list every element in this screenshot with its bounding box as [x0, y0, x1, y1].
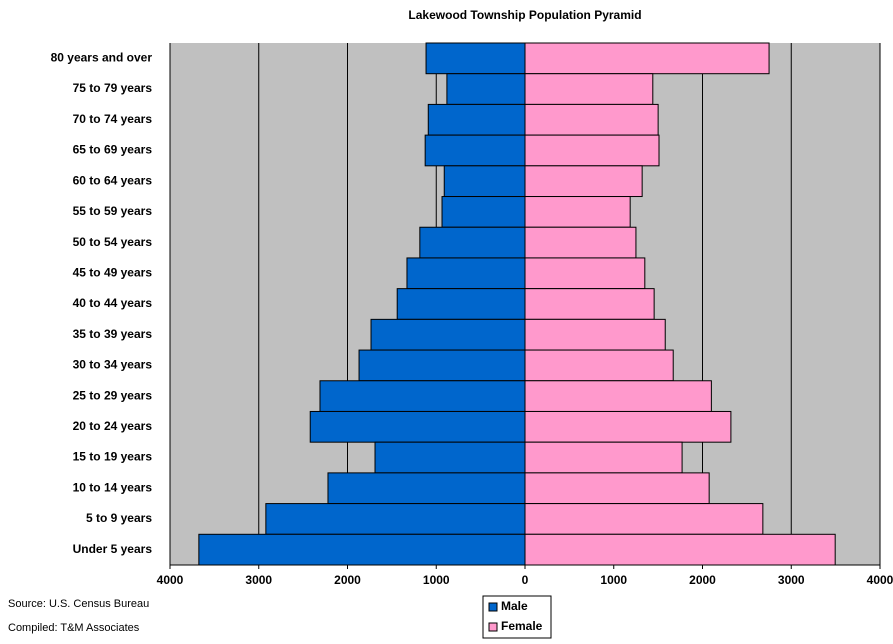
bar [441, 196, 526, 228]
y-tick-label: 45 to 49 years [73, 265, 153, 279]
bar [374, 441, 526, 474]
bar [524, 103, 659, 136]
y-tick-label: 60 to 64 years [73, 173, 153, 187]
y-tick-label: 5 to 9 years [86, 511, 152, 525]
x-tick-label: 3000 [778, 573, 805, 587]
y-tick-label: Under 5 years [73, 542, 153, 556]
bar [265, 503, 526, 535]
x-tick-label: 0 [522, 573, 529, 587]
y-tick-label: 65 to 69 years [73, 143, 153, 157]
x-tick-label: 3000 [245, 573, 272, 587]
bar [524, 503, 764, 535]
x-tick-label: 4000 [867, 573, 893, 587]
bar [524, 42, 770, 75]
legend-label: Male [501, 599, 528, 613]
bar [524, 410, 732, 443]
bar [424, 134, 526, 167]
legend-swatch [488, 602, 498, 612]
bar [524, 257, 646, 290]
bar [524, 533, 836, 566]
bar [319, 380, 526, 412]
bar [524, 134, 660, 167]
bar [427, 103, 526, 136]
bar [327, 472, 526, 505]
bar [524, 73, 654, 105]
y-tick-label: 15 to 19 years [73, 450, 153, 464]
y-tick-label: 75 to 79 years [73, 81, 153, 95]
compiled-note: Compiled: T&M Associates [8, 622, 140, 634]
bar [524, 226, 637, 259]
y-tick-label: 10 to 14 years [73, 480, 153, 494]
legend-label: Female [501, 619, 543, 633]
bar [524, 380, 712, 412]
bar [524, 288, 655, 320]
x-tick-label: 1000 [423, 573, 450, 587]
bar [524, 441, 683, 474]
bar [446, 73, 526, 105]
bar [524, 318, 666, 351]
y-tick-label: 40 to 44 years [73, 296, 153, 310]
bar [524, 472, 710, 505]
source-note: Source: U.S. Census Bureau [8, 598, 149, 610]
y-tick-label: 55 to 59 years [73, 204, 153, 218]
x-tick-label: 2000 [334, 573, 361, 587]
y-tick-label: 50 to 54 years [73, 235, 153, 249]
bar [309, 410, 526, 443]
bar [524, 349, 674, 382]
bar [419, 226, 526, 259]
y-tick-label: 25 to 29 years [73, 388, 153, 402]
y-tick-label: 70 to 74 years [73, 112, 153, 126]
x-tick-label: 1000 [600, 573, 627, 587]
x-tick-label: 4000 [157, 573, 184, 587]
bar [358, 349, 526, 382]
y-tick-label: 80 years and over [51, 51, 153, 65]
bar [370, 318, 526, 351]
bar [524, 196, 631, 228]
bar [198, 533, 526, 566]
x-tick-label: 2000 [689, 573, 716, 587]
y-tick-label: 35 to 39 years [73, 327, 153, 341]
bar [425, 42, 526, 75]
bar [406, 257, 526, 290]
bar [396, 288, 526, 320]
bar [524, 165, 643, 198]
y-tick-label: 20 to 24 years [73, 419, 153, 433]
bar [443, 165, 526, 198]
legend-swatch [488, 622, 498, 632]
y-tick-label: 30 to 34 years [73, 358, 153, 372]
chart-title: Lakewood Township Population Pyramid [408, 8, 641, 22]
